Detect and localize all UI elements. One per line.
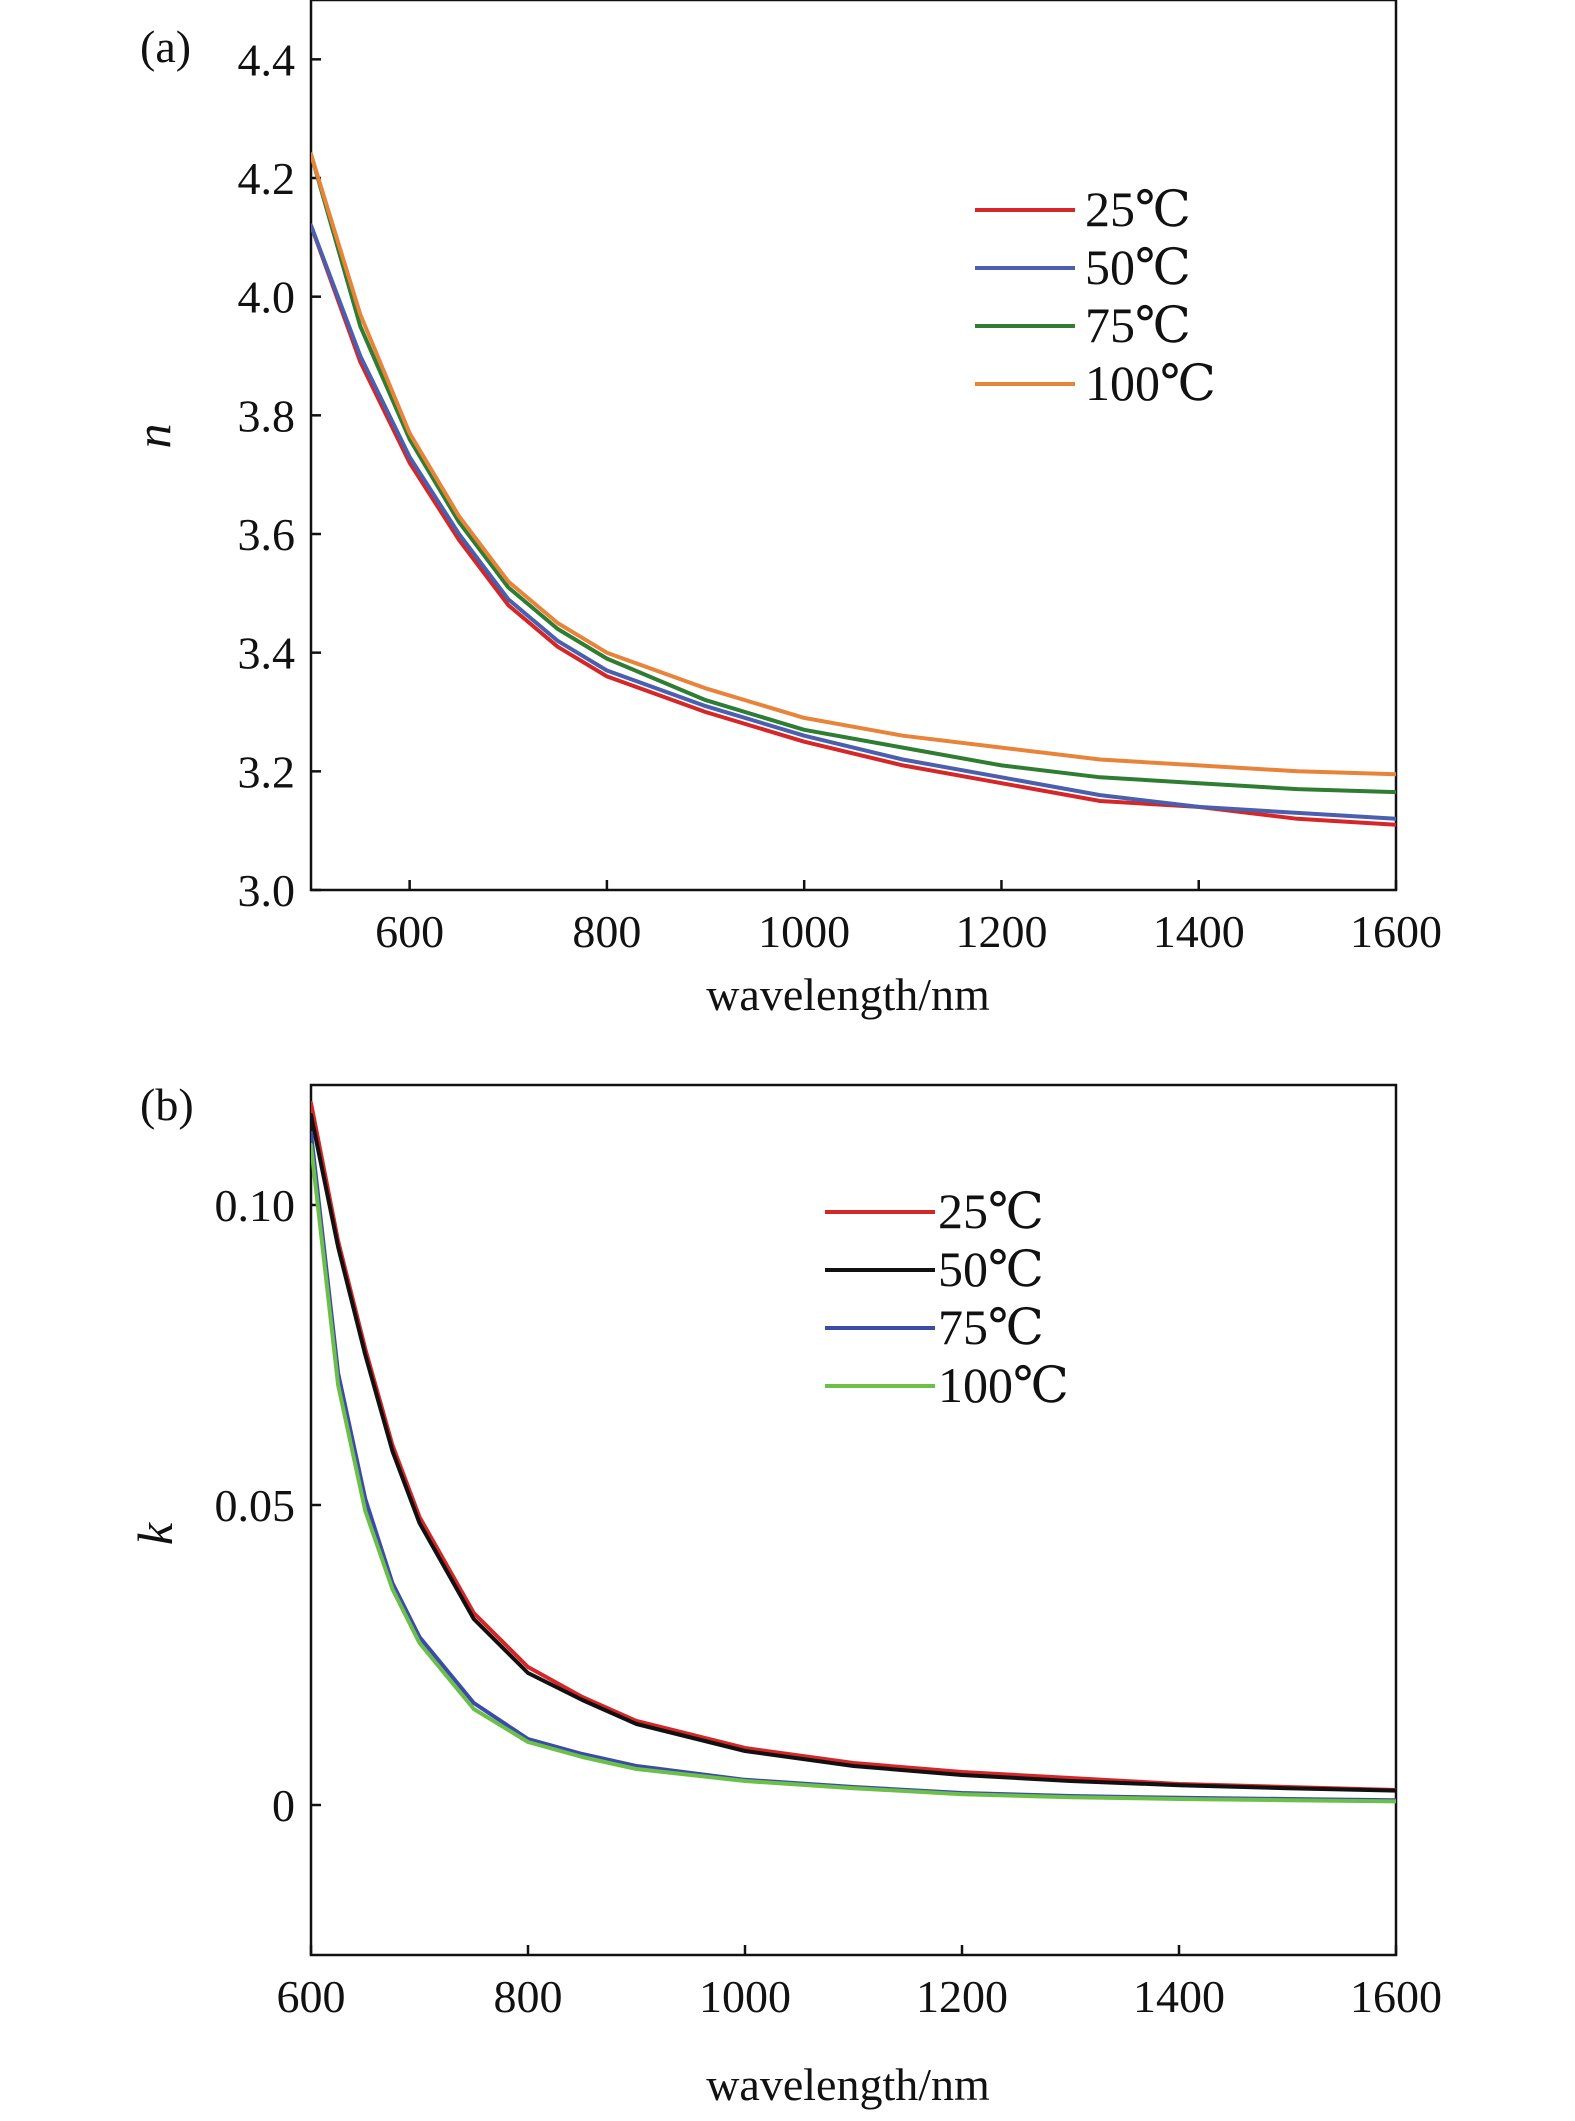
y-tick-label: 0.05 — [215, 1480, 296, 1531]
series-line — [311, 152, 1396, 777]
x-axis-title-a: wavelength/nm — [706, 969, 990, 1020]
series-line — [311, 1101, 1396, 1792]
x-tick-label: 1400 — [1153, 906, 1245, 957]
panel-label-a: (a) — [140, 21, 191, 72]
x-tick-label: 800 — [494, 1971, 563, 2022]
legend-label: 50℃ — [938, 1241, 1044, 1297]
x-tick-label: 1200 — [916, 1971, 1008, 2022]
y-axis-title-a: n — [125, 424, 181, 449]
y-tick-label: 3.0 — [238, 865, 296, 916]
y-tick-label: 0 — [272, 1780, 295, 1831]
legend-label: 25℃ — [938, 1183, 1044, 1239]
legend-label: 75℃ — [1085, 297, 1191, 353]
legend-label: 100℃ — [938, 1357, 1069, 1413]
x-tick-label: 1600 — [1350, 1971, 1442, 2022]
x-tick-label: 1400 — [1133, 1971, 1225, 2022]
x-tick-label: 1000 — [699, 1971, 791, 2022]
y-tick-label: 3.8 — [238, 390, 296, 441]
x-axis-title-b: wavelength/nm — [706, 2059, 990, 2110]
y-tick-label: 4.4 — [238, 34, 296, 85]
series-line — [311, 1143, 1396, 1804]
y-tick-label: 4.2 — [238, 153, 296, 204]
x-tick-label: 600 — [375, 906, 444, 957]
x-tick-label: 1200 — [955, 906, 1047, 957]
panel-label-b: (b) — [140, 1079, 194, 1130]
x-tick-label: 800 — [572, 906, 641, 957]
y-tick-label: 3.6 — [238, 509, 296, 560]
y-tick-label: 3.2 — [238, 746, 296, 797]
y-axis-title-b: k — [127, 1522, 183, 1545]
series-line — [311, 152, 1396, 795]
legend-label: 50℃ — [1085, 239, 1191, 295]
y-tick-label: 3.4 — [238, 628, 296, 679]
x-tick-label: 1000 — [758, 906, 850, 957]
series-line — [311, 223, 1396, 821]
legend-label: 75℃ — [938, 1299, 1044, 1355]
x-tick-label: 1600 — [1350, 906, 1442, 957]
legend-label: 100℃ — [1085, 355, 1216, 411]
series-line — [311, 1131, 1396, 1803]
plot-frame — [309, 1083, 1398, 1957]
legend-label: 25℃ — [1085, 181, 1191, 237]
chart-panel-a: (a) n wavelength/nm 600 800 1000 1200 1400 16… — [125, 0, 1442, 1020]
chart-panel-b: (b) k wavelength/nm 600 800 1000 1200 1400 16… — [127, 1079, 1442, 2110]
series-line — [311, 1113, 1396, 1793]
plot-frame — [309, 0, 1398, 892]
y-tick-label: 4.0 — [238, 272, 296, 323]
series-line — [311, 223, 1396, 827]
x-tick-label: 600 — [277, 1971, 346, 2022]
y-tick-label: 0.10 — [215, 1180, 296, 1231]
